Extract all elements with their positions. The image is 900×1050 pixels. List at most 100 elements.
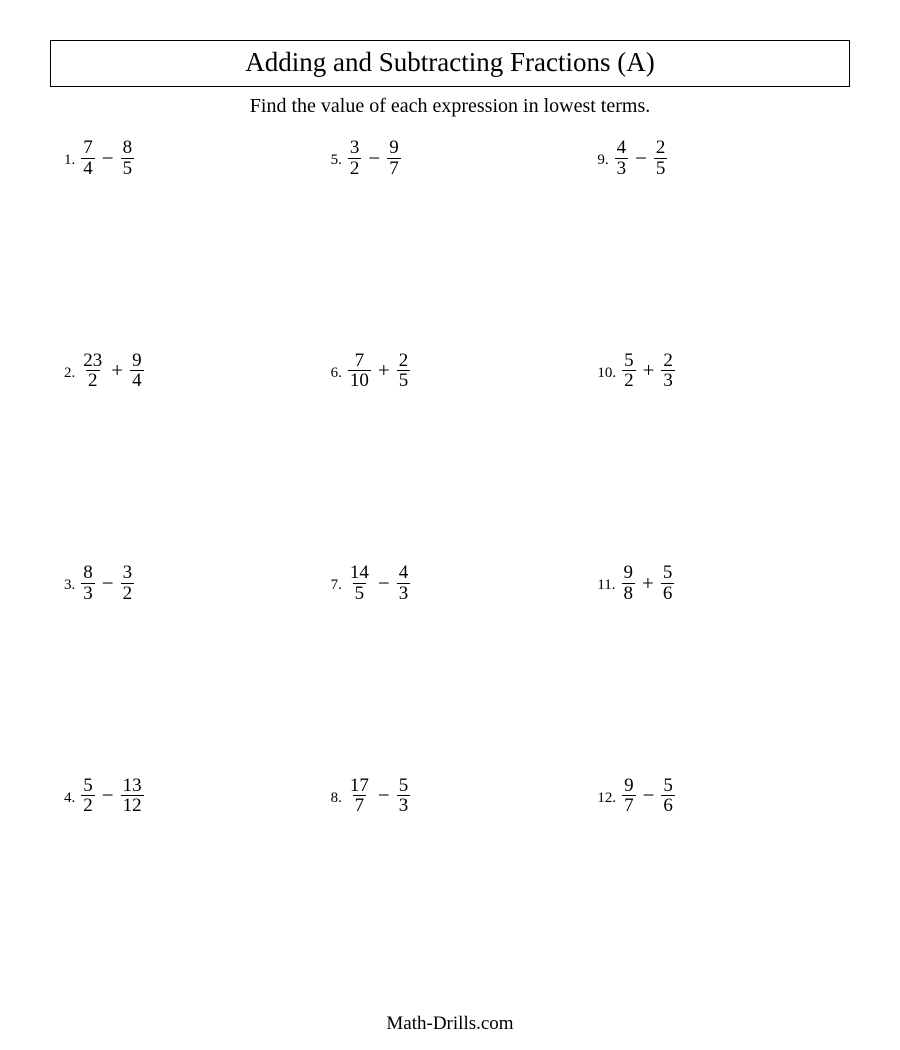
- fraction-numerator: 2: [661, 351, 675, 371]
- expression: 43−25: [615, 138, 668, 179]
- fraction: 74: [81, 138, 95, 179]
- expression: 177−53: [348, 776, 410, 817]
- fraction-denominator: 2: [81, 795, 95, 816]
- fraction: 52: [81, 776, 95, 817]
- fraction-numerator: 23: [81, 351, 104, 371]
- fraction-denominator: 5: [397, 370, 411, 391]
- problem-number: 5.: [331, 138, 342, 169]
- fraction: 53: [397, 776, 411, 817]
- fraction: 145: [348, 563, 371, 604]
- page-title: Adding and Subtracting Fractions (A): [51, 47, 849, 78]
- problem: 4.52−1312: [50, 776, 317, 989]
- fraction-numerator: 2: [397, 351, 411, 371]
- footer-text: Math-Drills.com: [0, 1013, 900, 1035]
- problem: 7.145−43: [317, 563, 584, 776]
- fraction-denominator: 3: [615, 158, 629, 179]
- operator: −: [102, 785, 114, 806]
- fraction: 177: [348, 776, 371, 817]
- operator: +: [642, 573, 654, 594]
- fraction-numerator: 9: [622, 776, 636, 796]
- fraction-denominator: 5: [121, 158, 135, 179]
- fraction-numerator: 5: [661, 776, 675, 796]
- operator: −: [102, 573, 114, 594]
- problem-number: 2.: [64, 351, 75, 382]
- problem-number: 4.: [64, 776, 75, 807]
- fraction-denominator: 12: [121, 795, 144, 816]
- expression: 232 +94: [81, 351, 143, 392]
- expression: 98 +56: [622, 563, 675, 604]
- instruction-text: Find the value of each expression in low…: [50, 95, 850, 118]
- fraction-denominator: 3: [397, 795, 411, 816]
- expression: 32−97: [348, 138, 401, 179]
- problem: 5.32−97: [317, 138, 584, 351]
- fraction-numerator: 8: [121, 138, 135, 158]
- operator: −: [635, 148, 647, 169]
- fraction: 52: [622, 351, 636, 392]
- fraction-denominator: 3: [661, 370, 675, 391]
- fraction-numerator: 7: [81, 138, 95, 158]
- fraction-denominator: 6: [661, 795, 675, 816]
- fraction-numerator: 5: [661, 563, 675, 583]
- problem: 3.83−32: [50, 563, 317, 776]
- operator: −: [643, 785, 655, 806]
- problem: 1.74−85: [50, 138, 317, 351]
- fraction-denominator: 6: [661, 583, 675, 604]
- operator: −: [368, 148, 380, 169]
- operator: +: [643, 360, 655, 381]
- expression: 74−85: [81, 138, 134, 179]
- fraction-numerator: 3: [348, 138, 362, 158]
- fraction-numerator: 13: [121, 776, 144, 796]
- fraction-numerator: 9: [130, 351, 144, 371]
- fraction: 32: [348, 138, 362, 179]
- fraction-denominator: 2: [86, 370, 100, 391]
- problem-number: 3.: [64, 563, 75, 594]
- title-box: Adding and Subtracting Fractions (A): [50, 40, 850, 87]
- fraction: 32: [121, 563, 135, 604]
- problem-number: 7.: [331, 563, 342, 594]
- fraction-numerator: 4: [397, 563, 411, 583]
- fraction-numerator: 5: [622, 351, 636, 371]
- fraction-numerator: 8: [81, 563, 95, 583]
- problem: 12.97−56: [583, 776, 850, 989]
- fraction: 56: [661, 776, 675, 817]
- expression: 52−1312: [81, 776, 143, 817]
- fraction-numerator: 17: [348, 776, 371, 796]
- fraction-denominator: 4: [81, 158, 95, 179]
- problem-number: 10.: [597, 351, 616, 382]
- fraction: 710: [348, 351, 371, 392]
- fraction: 98: [622, 563, 636, 604]
- expression: 145−43: [348, 563, 410, 604]
- operator: −: [378, 785, 390, 806]
- expression: 52+23: [622, 351, 675, 392]
- fraction: 232: [81, 351, 104, 392]
- problems-grid: 1.74−852.232+943.83−324.52−13125.32−976.…: [50, 138, 850, 988]
- fraction: 83: [81, 563, 95, 604]
- fraction: 23: [661, 351, 675, 392]
- problem-number: 8.: [331, 776, 342, 807]
- operator: −: [378, 573, 390, 594]
- fraction-denominator: 2: [121, 583, 135, 604]
- operator: +: [111, 360, 123, 381]
- fraction-denominator: 7: [387, 158, 401, 179]
- problem-number: 9.: [597, 138, 608, 169]
- fraction-denominator: 3: [81, 583, 95, 604]
- expression: 710+25: [348, 351, 410, 392]
- fraction: 25: [654, 138, 668, 179]
- fraction-numerator: 14: [348, 563, 371, 583]
- problem-number: 12.: [597, 776, 616, 807]
- fraction: 97: [387, 138, 401, 179]
- problem-number: 6.: [331, 351, 342, 382]
- fraction-numerator: 4: [615, 138, 629, 158]
- fraction-numerator: 9: [622, 563, 636, 583]
- fraction-denominator: 5: [654, 158, 668, 179]
- fraction-denominator: 4: [130, 370, 144, 391]
- fraction-denominator: 3: [397, 583, 411, 604]
- fraction-denominator: 2: [622, 370, 636, 391]
- fraction-denominator: 5: [353, 583, 367, 604]
- problem: 10.52+23: [583, 351, 850, 564]
- fraction-denominator: 8: [622, 583, 636, 604]
- fraction-denominator: 2: [348, 158, 362, 179]
- fraction-numerator: 3: [121, 563, 135, 583]
- fraction: 25: [397, 351, 411, 392]
- fraction-numerator: 9: [387, 138, 401, 158]
